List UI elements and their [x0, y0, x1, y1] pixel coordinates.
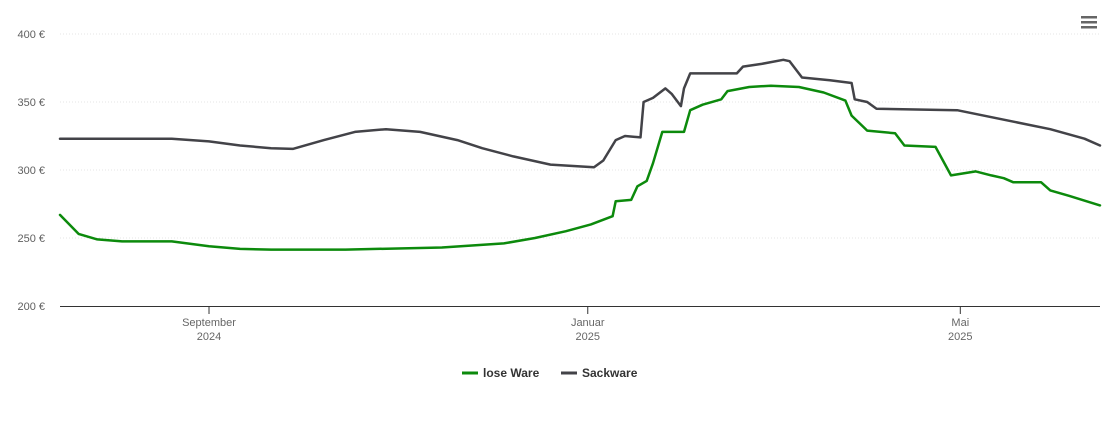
x-tick-year-label: 2025 — [948, 331, 972, 343]
legend-label: lose Ware — [483, 366, 540, 380]
legend-item[interactable]: lose Ware — [462, 366, 540, 380]
grid-lines — [60, 33, 1100, 239]
x-axis-ticks: September 2024 Januar 2025 Mai 2025 — [182, 306, 973, 343]
series-line-lose-ware[interactable] — [58, 84, 1102, 251]
series-layer — [58, 58, 1102, 251]
y-tick-label: 200 € — [17, 301, 45, 313]
x-tick-month-label: September — [182, 317, 236, 329]
legend-label: Sackware — [582, 366, 638, 380]
y-tick-label: 350 € — [17, 97, 45, 109]
y-tick-label: 400 € — [17, 29, 45, 41]
x-tick-month-label: Mai — [951, 317, 969, 329]
series-line-sackware[interactable] — [58, 58, 1102, 169]
y-tick-label: 300 € — [17, 165, 45, 177]
hamburger-menu-icon[interactable] — [1080, 14, 1098, 30]
y-tick-label: 250 € — [17, 233, 45, 245]
x-tick-year-label: 2025 — [576, 331, 600, 343]
y-axis-ticks: 200 € 250 € 300 € 350 € 400 € — [17, 29, 45, 313]
legend-item[interactable]: Sackware — [561, 366, 638, 380]
x-tick-year-label: 2024 — [197, 331, 221, 343]
legend: lose Ware Sackware — [462, 366, 638, 380]
x-tick-month-label: Januar — [571, 317, 605, 329]
